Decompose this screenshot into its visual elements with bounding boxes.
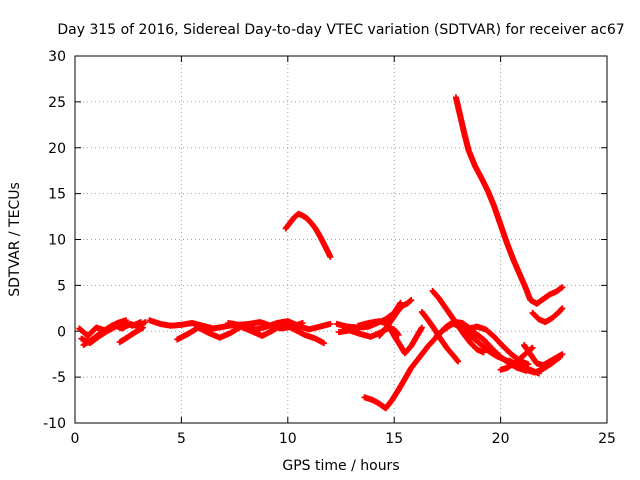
x-tick-label: 0 [71, 431, 80, 447]
data-points [76, 94, 566, 412]
x-tick-label: 25 [598, 431, 616, 447]
data-point [123, 317, 130, 324]
data-point [408, 297, 415, 304]
y-tick-label: 0 [57, 324, 66, 340]
y-tick-label: 10 [48, 233, 66, 249]
data-point [327, 253, 334, 260]
series-14 [418, 308, 462, 365]
series-7 [225, 319, 306, 332]
data-point [559, 305, 566, 312]
data-point [299, 319, 306, 326]
axis-ticks: 0 5 10 15 20 25 -10 -5 0 5 10 15 20 25 30 [43, 49, 616, 447]
series-8 [282, 210, 334, 260]
series-12 [376, 297, 415, 339]
x-tick-label: 20 [492, 431, 510, 447]
y-tick-label: 25 [48, 95, 66, 111]
data-point [320, 340, 327, 347]
x-tick-label: 10 [279, 431, 297, 447]
series-3 [80, 317, 130, 349]
y-tick-label: -10 [43, 416, 66, 432]
data-point [140, 324, 147, 331]
chart-title: Day 315 of 2016, Sidereal Day-to-day VTE… [57, 22, 624, 38]
y-axis-label: SDTVAR / TECUs [7, 182, 23, 297]
y-tick-label: 5 [57, 278, 66, 294]
x-tick-label: 15 [385, 431, 403, 447]
series-22 [497, 344, 536, 373]
data-point [418, 324, 425, 331]
data-point [559, 284, 566, 291]
data-point [557, 353, 564, 360]
data-point [529, 344, 536, 351]
y-tick-label: 20 [48, 141, 66, 157]
x-tick-label: 5 [177, 431, 186, 447]
y-tick-label: 15 [48, 187, 66, 203]
data-point [480, 349, 487, 356]
series-18 [452, 94, 566, 307]
data-point [137, 319, 144, 326]
data-point [525, 361, 532, 368]
y-tick-label: 30 [48, 49, 66, 65]
x-axis-label: GPS time / hours [282, 458, 399, 474]
series-11 [355, 318, 425, 357]
series-4 [116, 324, 147, 346]
y-tick-label: -5 [52, 370, 66, 386]
series-21 [529, 305, 566, 326]
data-point [455, 358, 462, 365]
data-point [327, 320, 334, 327]
grid [75, 56, 607, 423]
